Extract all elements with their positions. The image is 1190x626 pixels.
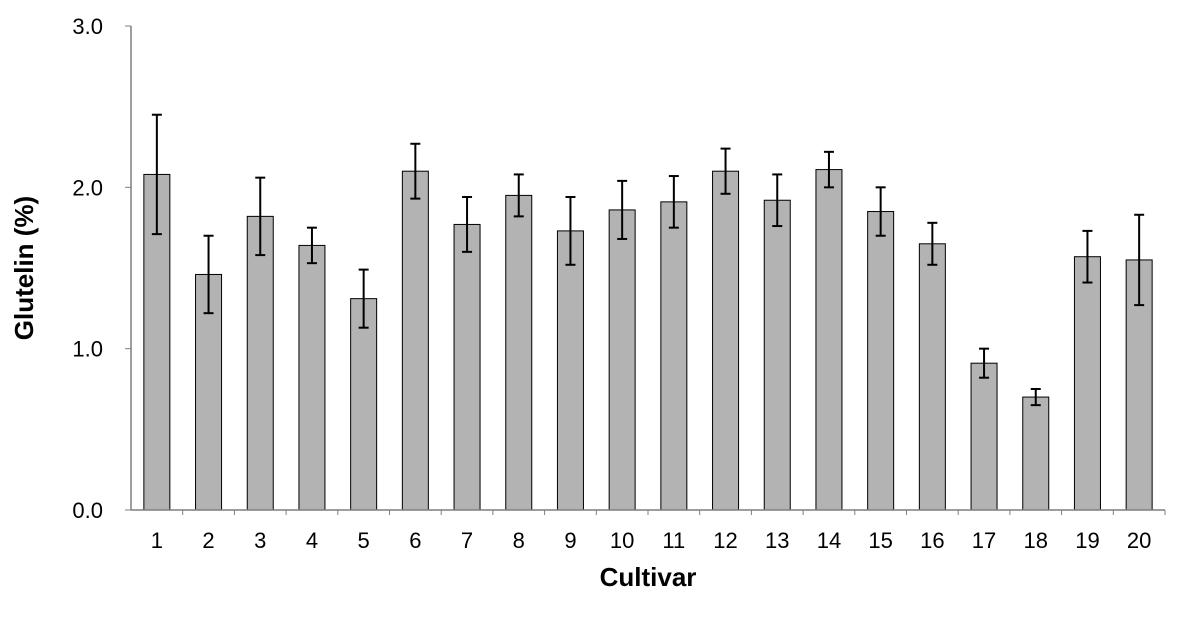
y-tick-label: 3.0 <box>72 14 103 39</box>
x-axis-tick-labels: 1 2 3 4 5 6 7 8 9 10 11 12 13 14 15 16 17 18 19 20 <box>151 510 1166 553</box>
error-bar-cultivar-8 <box>513 173 524 218</box>
x-tick-label: 12 <box>713 528 737 553</box>
error-bar-cultivar-17 <box>979 347 990 379</box>
bar-cultivar-9 <box>556 230 584 511</box>
error-bar-cultivar-20 <box>1134 213 1145 307</box>
bars-group <box>143 169 1153 511</box>
bar-cultivar-5 <box>350 298 378 511</box>
x-tick-label: 17 <box>972 528 996 553</box>
error-bar-cultivar-11 <box>668 175 679 229</box>
x-tick-label: 4 <box>306 528 318 553</box>
error-bar-cultivar-1 <box>151 113 162 236</box>
error-bar-cultivar-12 <box>720 147 731 195</box>
error-bar-cultivar-4 <box>306 226 317 265</box>
error-bar-cultivar-6 <box>410 142 421 200</box>
bar-cultivar-17 <box>970 362 998 511</box>
error-bar-cultivar-2 <box>203 234 214 315</box>
bar-cultivar-15 <box>867 211 895 511</box>
x-tick-label: 13 <box>765 528 789 553</box>
x-tick-label: 9 <box>564 528 576 553</box>
bar-cultivar-13 <box>763 199 791 511</box>
bar-cultivar-6 <box>401 170 429 511</box>
error-bar-cultivar-15 <box>875 186 886 237</box>
error-bar-cultivar-3 <box>255 176 266 257</box>
x-tick-label: 20 <box>1127 528 1151 553</box>
bar-cultivar-8 <box>505 194 533 511</box>
x-tick-label: 5 <box>358 528 370 553</box>
error-bars-group <box>151 113 1145 407</box>
y-axis-title: Glutelin (%) <box>9 196 39 340</box>
bar-cultivar-7 <box>453 223 481 511</box>
x-tick-label: 3 <box>254 528 266 553</box>
axes-group <box>130 26 1165 511</box>
error-bar-cultivar-9 <box>565 196 576 266</box>
bar-cultivar-19 <box>1073 256 1101 511</box>
x-axis-title: Cultivar <box>600 562 697 592</box>
error-bar-cultivar-7 <box>462 196 473 253</box>
x-tick-label: 19 <box>1075 528 1099 553</box>
error-bar-cultivar-14 <box>823 150 834 189</box>
error-bar-cultivar-10 <box>617 179 628 240</box>
y-tick-label: 0.0 <box>72 498 103 523</box>
bar-cultivar-16 <box>918 243 946 511</box>
error-bar-cultivar-13 <box>772 173 783 228</box>
x-tick-label: 18 <box>1024 528 1048 553</box>
x-tick-label: 14 <box>817 528 841 553</box>
x-tick-label: 2 <box>202 528 214 553</box>
error-bar-cultivar-5 <box>358 268 369 329</box>
x-tick-label: 10 <box>610 528 634 553</box>
y-tick-label: 1.0 <box>72 337 103 362</box>
x-tick-label: 6 <box>409 528 421 553</box>
bar-cultivar-10 <box>608 209 636 511</box>
error-bar-cultivar-19 <box>1082 229 1093 284</box>
error-bar-cultivar-16 <box>927 221 938 266</box>
bar-cultivar-18 <box>1022 396 1050 511</box>
y-tick-label: 2.0 <box>72 175 103 200</box>
x-tick-label: 11 <box>662 528 685 553</box>
bar-cultivar-14 <box>815 169 843 511</box>
x-tick-label: 1 <box>151 528 163 553</box>
error-bar-cultivar-18 <box>1030 388 1041 407</box>
bar-cultivar-4 <box>298 244 326 511</box>
bar-cultivar-12 <box>712 170 740 511</box>
bar-cultivar-3 <box>246 215 274 511</box>
x-tick-label: 8 <box>513 528 525 553</box>
y-axis-ticks: 0.0 1.0 2.0 3.0 <box>72 14 131 523</box>
bar-cultivar-11 <box>660 201 688 511</box>
x-tick-label: 16 <box>920 528 944 553</box>
x-tick-label: 15 <box>868 528 892 553</box>
x-tick-label: 7 <box>461 528 473 553</box>
